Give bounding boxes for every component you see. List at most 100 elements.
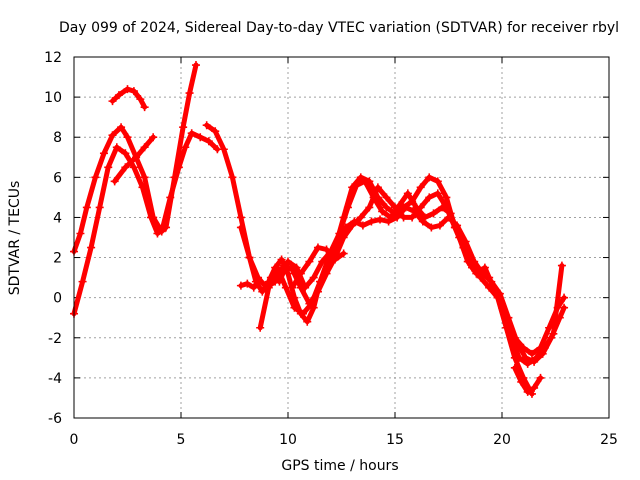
data-point xyxy=(140,143,149,152)
data-point xyxy=(427,223,436,232)
data-point xyxy=(442,193,451,202)
data-point xyxy=(305,257,314,266)
y-tick-label: 8 xyxy=(53,130,62,146)
x-tick-label: 20 xyxy=(493,432,511,448)
data-series xyxy=(70,61,569,398)
data-point xyxy=(369,193,378,202)
data-point xyxy=(104,163,113,172)
y-tick-label: -6 xyxy=(48,411,62,427)
data-point xyxy=(367,217,376,226)
data-point xyxy=(301,283,310,292)
data-point xyxy=(386,213,395,222)
series-11 xyxy=(510,363,545,396)
x-tick-label: 0 xyxy=(70,432,79,448)
data-point xyxy=(403,189,412,198)
series-9 xyxy=(236,277,263,292)
data-point xyxy=(463,257,472,266)
data-point xyxy=(185,89,194,98)
data-point xyxy=(540,343,549,352)
data-point xyxy=(472,269,481,278)
data-point xyxy=(147,213,156,222)
data-point xyxy=(117,123,126,132)
data-point xyxy=(219,145,228,154)
data-point xyxy=(339,249,348,258)
data-point xyxy=(258,287,267,296)
data-point xyxy=(506,329,515,338)
data-point xyxy=(87,243,96,252)
data-point xyxy=(296,269,305,278)
y-tick-label: 6 xyxy=(53,170,62,186)
data-point xyxy=(523,359,532,368)
data-point xyxy=(99,149,108,158)
data-point xyxy=(412,203,421,212)
plot-frame xyxy=(73,56,610,419)
data-point xyxy=(517,377,526,386)
data-point xyxy=(318,257,327,266)
x-tick-label: 25 xyxy=(600,432,618,448)
data-point xyxy=(429,209,438,218)
data-point xyxy=(149,133,158,142)
data-point xyxy=(82,203,91,212)
data-point xyxy=(433,189,442,198)
data-point xyxy=(108,97,117,106)
series-line xyxy=(112,134,156,184)
data-point xyxy=(510,363,519,372)
data-point xyxy=(365,203,374,212)
data-point xyxy=(313,243,322,252)
data-point xyxy=(316,277,325,286)
data-point xyxy=(292,263,301,272)
tick-labels: 0 5 10 15 20 25 -6 -4 -2 0 2 4 6 8 10 12 xyxy=(44,50,618,448)
data-point xyxy=(95,203,104,212)
data-point xyxy=(557,261,566,270)
data-point xyxy=(303,317,312,326)
data-point xyxy=(382,203,391,212)
data-point xyxy=(331,255,340,264)
data-point xyxy=(236,281,245,290)
data-point xyxy=(401,203,410,212)
data-point xyxy=(356,173,365,182)
data-point xyxy=(112,143,121,152)
data-point xyxy=(433,177,442,186)
x-tick-label: 10 xyxy=(279,432,297,448)
data-point xyxy=(264,283,273,292)
data-point xyxy=(515,353,524,362)
data-point xyxy=(129,163,138,172)
series-line xyxy=(238,279,261,291)
data-point xyxy=(123,85,132,94)
y-tick-label: 2 xyxy=(53,251,62,267)
data-point xyxy=(480,263,489,272)
data-point xyxy=(335,229,344,238)
data-point xyxy=(108,131,117,140)
data-point xyxy=(523,387,532,396)
data-point xyxy=(435,221,444,230)
data-point xyxy=(358,221,367,230)
data-point xyxy=(307,299,316,308)
data-point xyxy=(420,213,429,222)
data-point xyxy=(123,133,132,142)
series-5 xyxy=(202,121,569,358)
data-point xyxy=(376,215,385,224)
series-2 xyxy=(70,61,200,318)
data-point xyxy=(243,279,252,288)
data-point xyxy=(560,293,569,302)
data-point xyxy=(532,353,541,362)
data-point xyxy=(110,177,119,186)
series-8 xyxy=(266,177,566,368)
data-point xyxy=(138,183,147,192)
data-point xyxy=(418,217,427,226)
y-tick-label: 4 xyxy=(53,210,62,226)
data-point xyxy=(378,207,387,216)
y-tick-label: -4 xyxy=(48,371,62,387)
data-point xyxy=(373,183,382,192)
data-point xyxy=(408,213,417,222)
data-point xyxy=(132,153,141,162)
data-point xyxy=(298,309,307,318)
data-point xyxy=(425,193,434,202)
data-point xyxy=(489,283,498,292)
data-point xyxy=(228,173,237,182)
data-point xyxy=(236,213,245,222)
data-point xyxy=(196,133,205,142)
data-point xyxy=(202,121,211,130)
data-point xyxy=(498,303,506,312)
data-point xyxy=(273,263,282,272)
